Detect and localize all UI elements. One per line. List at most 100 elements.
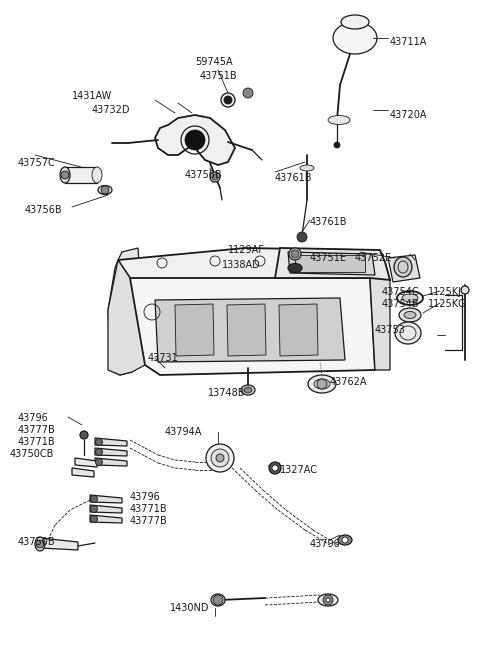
Ellipse shape xyxy=(216,454,224,462)
Circle shape xyxy=(185,130,205,150)
Polygon shape xyxy=(388,255,420,282)
Ellipse shape xyxy=(243,88,253,98)
Circle shape xyxy=(213,595,223,605)
Polygon shape xyxy=(130,278,375,375)
Text: 43777B: 43777B xyxy=(130,516,168,526)
Polygon shape xyxy=(72,468,94,477)
Polygon shape xyxy=(75,458,97,467)
Ellipse shape xyxy=(289,248,301,260)
Polygon shape xyxy=(288,252,375,275)
Text: 43796: 43796 xyxy=(310,539,341,549)
Text: 43731: 43731 xyxy=(148,353,179,363)
Polygon shape xyxy=(90,495,122,503)
Text: 43754B: 43754B xyxy=(382,299,420,309)
Circle shape xyxy=(224,96,232,104)
Text: 43777B: 43777B xyxy=(18,425,56,435)
Circle shape xyxy=(61,171,69,179)
Bar xyxy=(295,255,365,272)
Ellipse shape xyxy=(211,449,229,467)
Text: 43754C: 43754C xyxy=(382,287,420,297)
Ellipse shape xyxy=(300,165,314,171)
Ellipse shape xyxy=(461,286,469,294)
Ellipse shape xyxy=(221,93,235,107)
Ellipse shape xyxy=(394,257,412,277)
Text: 43756B: 43756B xyxy=(25,205,62,215)
Circle shape xyxy=(323,595,333,605)
Text: 43796: 43796 xyxy=(130,492,161,502)
Ellipse shape xyxy=(60,167,70,183)
Text: 1327AC: 1327AC xyxy=(280,465,318,475)
Circle shape xyxy=(334,142,340,148)
Text: 43757C: 43757C xyxy=(18,158,56,168)
Circle shape xyxy=(317,379,327,389)
Ellipse shape xyxy=(269,462,281,474)
Circle shape xyxy=(342,537,348,543)
Text: 1125KJ: 1125KJ xyxy=(428,287,462,297)
Text: 1430ND: 1430ND xyxy=(170,603,209,613)
Circle shape xyxy=(326,598,330,602)
Ellipse shape xyxy=(206,444,234,472)
Polygon shape xyxy=(275,248,390,280)
Circle shape xyxy=(101,186,109,194)
Polygon shape xyxy=(227,304,266,356)
Text: 1338AD: 1338AD xyxy=(222,260,261,270)
Polygon shape xyxy=(90,505,122,513)
Text: 43762A: 43762A xyxy=(330,377,368,387)
Text: 43761B: 43761B xyxy=(275,173,312,183)
Text: 43753: 43753 xyxy=(375,325,406,335)
Ellipse shape xyxy=(308,375,336,393)
Polygon shape xyxy=(175,304,214,356)
Text: 59745A: 59745A xyxy=(195,57,233,67)
Polygon shape xyxy=(370,258,390,370)
Ellipse shape xyxy=(91,516,97,522)
Polygon shape xyxy=(40,538,78,550)
Ellipse shape xyxy=(91,495,97,503)
Ellipse shape xyxy=(404,311,416,319)
Ellipse shape xyxy=(338,535,352,545)
Ellipse shape xyxy=(328,116,350,124)
Text: 43711A: 43711A xyxy=(390,37,427,47)
Ellipse shape xyxy=(341,15,369,29)
Polygon shape xyxy=(95,458,127,466)
Polygon shape xyxy=(65,167,97,183)
Text: 43751B: 43751B xyxy=(200,71,238,81)
Ellipse shape xyxy=(288,263,302,273)
Ellipse shape xyxy=(91,505,97,512)
Text: 1125KG: 1125KG xyxy=(428,299,467,309)
Circle shape xyxy=(291,250,299,258)
Ellipse shape xyxy=(98,185,112,194)
Circle shape xyxy=(272,465,278,471)
Text: 43750B: 43750B xyxy=(18,537,56,547)
Polygon shape xyxy=(279,304,318,356)
Polygon shape xyxy=(108,260,145,375)
Text: 43750CB: 43750CB xyxy=(10,449,54,459)
Polygon shape xyxy=(95,438,127,446)
Circle shape xyxy=(212,174,218,180)
Polygon shape xyxy=(108,248,142,375)
Text: 43756B: 43756B xyxy=(185,170,223,180)
Ellipse shape xyxy=(96,438,103,445)
Circle shape xyxy=(36,540,44,548)
Circle shape xyxy=(297,232,307,242)
Ellipse shape xyxy=(397,291,423,305)
Polygon shape xyxy=(95,448,127,456)
Polygon shape xyxy=(90,515,122,523)
Ellipse shape xyxy=(96,459,103,466)
Text: 1431AW: 1431AW xyxy=(72,91,112,101)
Ellipse shape xyxy=(318,594,338,606)
Text: 43771B: 43771B xyxy=(130,504,168,514)
Text: 43732D: 43732D xyxy=(92,105,131,115)
Ellipse shape xyxy=(96,449,103,455)
Ellipse shape xyxy=(244,387,252,393)
Ellipse shape xyxy=(210,172,220,182)
Polygon shape xyxy=(155,115,235,165)
Text: 43794A: 43794A xyxy=(165,427,203,437)
Text: 43751E: 43751E xyxy=(310,253,347,263)
Ellipse shape xyxy=(241,385,255,395)
Text: 43771B: 43771B xyxy=(18,437,56,447)
Polygon shape xyxy=(333,22,377,54)
Circle shape xyxy=(80,431,88,439)
Ellipse shape xyxy=(92,167,102,183)
Text: 43752E: 43752E xyxy=(355,253,392,263)
Ellipse shape xyxy=(399,308,421,322)
